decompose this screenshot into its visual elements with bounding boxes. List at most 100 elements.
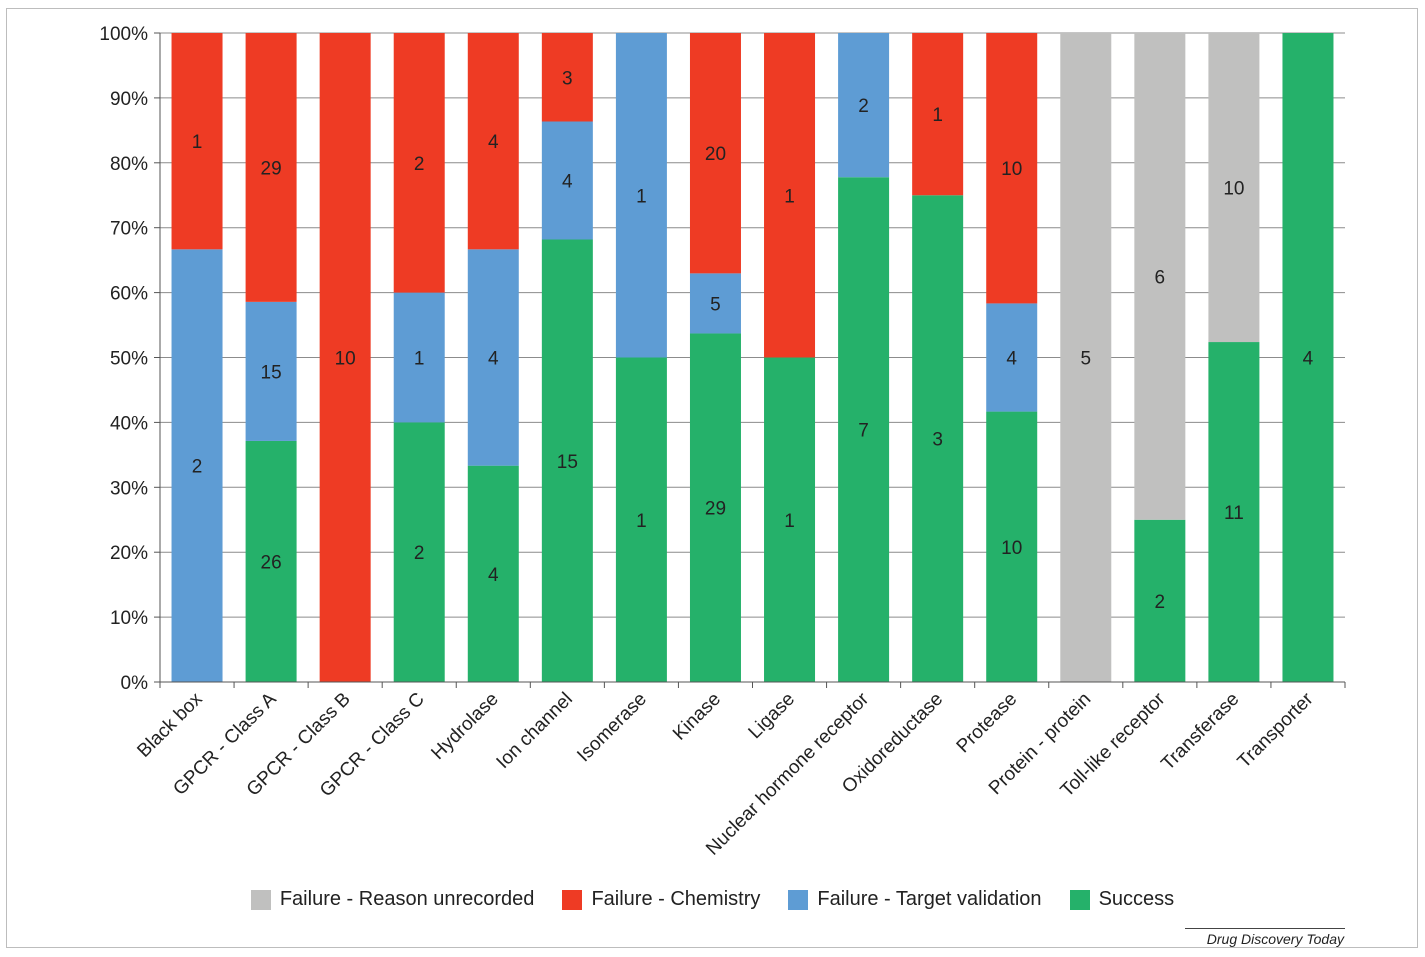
data-label: 1 bbox=[932, 105, 943, 126]
data-label: 26 bbox=[261, 552, 282, 573]
bar-segment-success bbox=[467, 465, 519, 682]
bar-segment-target bbox=[245, 301, 297, 441]
bar-segment-success bbox=[912, 195, 964, 682]
y-tick-label: 40% bbox=[110, 413, 148, 434]
bar-segment-success bbox=[1134, 519, 1186, 682]
x-tick-label: Black box bbox=[133, 688, 206, 761]
data-label: 1 bbox=[636, 186, 647, 207]
bar-segment-chemistry bbox=[171, 33, 223, 250]
bar-segment-unrecorded bbox=[1134, 33, 1186, 520]
y-tick-label: 60% bbox=[110, 284, 148, 305]
bar-segment-success bbox=[245, 440, 297, 682]
data-label: 1 bbox=[784, 511, 795, 532]
data-label: 4 bbox=[562, 172, 573, 193]
legend: Failure - Reason unrecorded Failure - Che… bbox=[0, 888, 1425, 911]
data-label: 2 bbox=[1155, 592, 1166, 613]
data-label: 2 bbox=[414, 543, 425, 564]
legend-label: Failure - Reason unrecorded bbox=[279, 888, 535, 910]
data-label: 15 bbox=[261, 362, 282, 383]
y-tick-label: 20% bbox=[110, 543, 148, 564]
bars: 2126152910212444154311295201172311041052… bbox=[171, 33, 1334, 683]
y-tick-label: 90% bbox=[110, 89, 148, 110]
legend-item-target: Failure - Target validation bbox=[788, 888, 1042, 911]
data-label: 5 bbox=[710, 294, 721, 315]
data-label: 2 bbox=[858, 96, 869, 117]
y-tick-label: 30% bbox=[110, 478, 148, 499]
bar-segment-chemistry bbox=[467, 33, 519, 250]
data-label: 4 bbox=[488, 349, 499, 370]
data-label: 4 bbox=[488, 132, 499, 153]
legend-label: Success bbox=[1098, 888, 1175, 910]
data-label: 5 bbox=[1080, 349, 1091, 370]
x-tick-label: Ligase bbox=[745, 689, 799, 743]
axes bbox=[154, 32, 1346, 688]
bar-segment-success bbox=[838, 177, 890, 682]
y-tick-label: 80% bbox=[110, 154, 148, 175]
legend-label: Failure - Chemistry bbox=[591, 888, 761, 910]
bar-segment-chemistry bbox=[393, 33, 445, 293]
bar-segment-unrecorded bbox=[1060, 33, 1112, 682]
source-rule bbox=[1185, 928, 1345, 929]
data-label: 20 bbox=[705, 144, 726, 165]
legend-label: Failure - Target validation bbox=[817, 888, 1042, 910]
data-label: 15 bbox=[557, 452, 578, 473]
bar-segment-target bbox=[393, 292, 445, 423]
data-label: 4 bbox=[1303, 349, 1314, 370]
bar-segment-chemistry bbox=[245, 33, 297, 302]
bar-segment-success bbox=[1282, 33, 1334, 682]
bar-segment-chemistry bbox=[912, 33, 964, 196]
legend-swatch bbox=[1069, 889, 1090, 910]
y-tick-label: 10% bbox=[110, 608, 148, 629]
bar-segment-success bbox=[393, 422, 445, 682]
data-label: 4 bbox=[488, 565, 499, 586]
bar-segment-unrecorded bbox=[1208, 33, 1260, 343]
stacked-bar-chart: 2126152910212444154311295201172311041052… bbox=[99, 24, 1346, 860]
legend-swatch bbox=[562, 889, 583, 910]
bar-segment-success bbox=[1208, 342, 1260, 682]
data-label: 10 bbox=[1223, 179, 1244, 200]
y-tick-label: 100% bbox=[99, 24, 148, 45]
data-label: 3 bbox=[932, 430, 943, 451]
bar-segment-success bbox=[764, 357, 816, 682]
data-label: 1 bbox=[784, 186, 795, 207]
x-tick-label: Kinase bbox=[669, 689, 725, 745]
data-label: 2 bbox=[192, 457, 203, 478]
y-tick-label: 0% bbox=[121, 673, 149, 694]
legend-item-success: Success bbox=[1069, 888, 1175, 911]
data-label: 3 bbox=[562, 68, 573, 89]
data-label: 1 bbox=[636, 511, 647, 532]
data-label: 29 bbox=[705, 499, 726, 520]
x-tick-label: Transporter bbox=[1234, 688, 1318, 772]
bar-segment-success bbox=[689, 333, 741, 682]
data-label: 1 bbox=[414, 349, 425, 370]
y-tick-label: 70% bbox=[110, 219, 148, 240]
bar-segment-chemistry bbox=[319, 33, 371, 682]
bar-segment-target bbox=[689, 273, 741, 334]
x-tick-label: Transferase bbox=[1157, 689, 1243, 775]
bar-segment-chemistry bbox=[689, 33, 741, 274]
data-label: 2 bbox=[414, 154, 425, 175]
data-label: 1 bbox=[192, 132, 203, 153]
bar-segment-target bbox=[467, 249, 519, 466]
bar-segment-chemistry bbox=[541, 33, 593, 122]
bar-segment-chemistry bbox=[986, 33, 1038, 304]
data-label: 6 bbox=[1155, 267, 1166, 288]
bar-segment-target bbox=[541, 121, 593, 240]
source-credit: Drug Discovery Today bbox=[1206, 931, 1344, 947]
bar-segment-target bbox=[615, 33, 667, 358]
bar-segment-target bbox=[838, 33, 890, 178]
bar-segment-chemistry bbox=[764, 33, 816, 358]
legend-item-chemistry: Failure - Chemistry bbox=[562, 888, 760, 911]
bar-segment-target bbox=[171, 249, 223, 683]
bar-segment-success bbox=[541, 239, 593, 682]
data-label: 10 bbox=[1001, 159, 1022, 180]
bar-segment-success bbox=[986, 411, 1038, 682]
legend-swatch bbox=[788, 889, 809, 910]
bar-segment-target bbox=[986, 303, 1038, 412]
x-tick-label: Isomerase bbox=[573, 689, 651, 767]
data-label: 10 bbox=[1001, 538, 1022, 559]
data-label: 11 bbox=[1224, 503, 1244, 524]
y-tick-labels: 0% 10% 20% 30% 40% 50% 60% 70% 80% 90% 100% bbox=[99, 24, 148, 694]
data-label: 10 bbox=[335, 349, 356, 370]
